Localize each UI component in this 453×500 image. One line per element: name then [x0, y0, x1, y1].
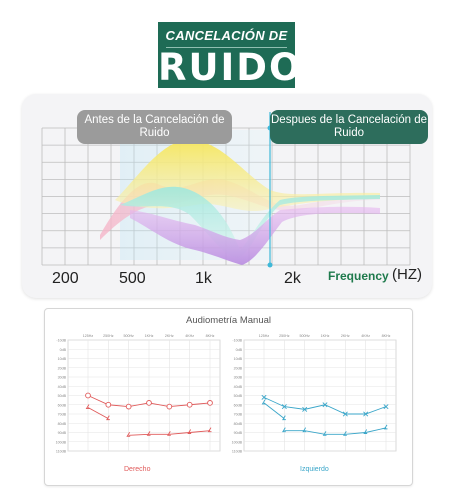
audiogram-point-bracket	[343, 431, 347, 436]
title-main: RUIDO	[158, 46, 303, 89]
db-tick-label: 0dB	[236, 348, 243, 352]
freq-tick-label: 125Hz	[83, 334, 94, 338]
freq-tick-1k: 1k	[195, 270, 212, 287]
audiometry-title: Audiometría Manual	[185, 315, 272, 326]
db-tick-label: 30dB	[58, 376, 67, 380]
audiogram-point-cross	[322, 402, 328, 408]
freq-tick-label: 8KHz	[206, 334, 215, 338]
freq-tick-label: 1KHz	[321, 334, 330, 338]
title-subtitle: CANCELACIÓN DE	[165, 28, 288, 43]
db-tick-label: 90dB	[234, 431, 243, 435]
db-tick-label: 0dB	[60, 348, 67, 352]
audiogram-series-line	[284, 427, 387, 435]
audiogram-point-circle	[146, 400, 152, 406]
audiogram-point-cross	[261, 394, 267, 400]
right-ear-label: Derecho	[124, 466, 151, 473]
audiogram-point-bracket	[207, 427, 212, 433]
db-tick-label: 40dB	[58, 385, 67, 389]
audiogram-point-bracket	[261, 399, 266, 405]
freq-tick-label: 2KHz	[165, 334, 174, 338]
db-tick-label: 70dB	[58, 413, 67, 417]
db-tick-label: 40dB	[234, 385, 243, 389]
audiogram-point-bracket	[282, 415, 286, 421]
freq-tick-label: 250Hz	[279, 334, 290, 338]
freq-axis-unit: (HZ)	[392, 266, 422, 283]
freq-tick-200: 200	[52, 270, 79, 287]
freq-tick-2k: 2k	[284, 270, 301, 287]
audiogram-point-circle	[85, 392, 91, 399]
audiogram-point-circle	[186, 401, 193, 408]
audiogram-point-cross	[342, 411, 348, 417]
db-tick-label: 110dB	[56, 450, 67, 454]
freq-tick-label: 4KHz	[185, 334, 194, 338]
db-tick-label: 60dB	[234, 403, 243, 407]
freq-tick-label: 2KHz	[341, 334, 350, 338]
audiogram-point-bracket	[363, 429, 368, 434]
title-divider	[166, 47, 287, 48]
db-tick-label: 90dB	[58, 431, 67, 435]
freq-tick-label: 1KHz	[145, 334, 154, 338]
audiogram-point-circle	[207, 400, 213, 406]
db-tick-label: 10dB	[58, 357, 67, 361]
audiogram-point-cross	[383, 404, 389, 410]
after-label: Despues de la Cancelación de Ruido	[270, 110, 428, 144]
audiogram-series-line	[87, 407, 109, 420]
audiogram-point-bracket	[85, 404, 90, 409]
db-tick-label: 10dB	[234, 357, 243, 361]
db-tick-label: -10dB	[56, 339, 66, 343]
audiogram-point-cross	[281, 404, 287, 410]
freq-tick-500: 500	[119, 270, 146, 287]
before-label: Antes de la Cancelación de Ruido	[77, 110, 232, 144]
freq-tick-label: 500Hz	[123, 334, 134, 338]
db-tick-label: 80dB	[58, 422, 67, 426]
audiogram-point-circle	[125, 403, 132, 410]
audiogram-point-bracket	[187, 429, 192, 434]
audiogram-point-bracket	[146, 431, 151, 436]
db-tick-label: 50dB	[234, 394, 243, 398]
audiogram-point-cross	[302, 406, 308, 412]
db-tick-label: 60dB	[58, 403, 67, 407]
audiogram-point-bracket	[302, 427, 307, 433]
db-tick-label: 80dB	[234, 422, 243, 426]
freq-tick-label: 125Hz	[259, 334, 270, 338]
db-tick-label: -10dB	[232, 339, 242, 343]
audiogram-point-bracket	[383, 424, 388, 430]
freq-tick-label: 4KHz	[361, 334, 370, 338]
title-banner: CANCELACIÓN DE RUIDO	[158, 22, 303, 89]
audiogram-point-cross	[363, 411, 369, 417]
freq-tick-label: 8KHz	[382, 334, 391, 338]
eq-divider-bottom-dot	[267, 262, 273, 268]
audiogram-point-bracket	[126, 432, 131, 437]
audiogram-point-bracket	[106, 415, 110, 421]
left-ear-label: Izquierdo	[300, 466, 329, 473]
audiogram-series-line	[263, 402, 285, 419]
audiogram-point-bracket	[322, 431, 327, 436]
db-tick-label: 20dB	[234, 366, 243, 370]
eq-chart	[41, 112, 411, 268]
db-tick-label: 20dB	[58, 366, 67, 370]
db-tick-label: 100dB	[56, 440, 67, 444]
audiogram-series-line	[128, 430, 211, 436]
db-tick-label: 110dB	[232, 450, 243, 454]
audiogram-point-circle	[105, 401, 112, 408]
db-tick-label: 50dB	[58, 394, 67, 398]
audiogram-point-bracket	[282, 427, 286, 433]
freq-axis-title: Frequency	[328, 269, 389, 283]
eq-cyan-wave	[120, 186, 380, 258]
db-tick-label: 100dB	[232, 440, 243, 444]
audiogram-point-bracket	[167, 431, 171, 436]
freq-tick-label: 500Hz	[299, 334, 310, 338]
db-tick-label: 30dB	[234, 376, 243, 380]
freq-tick-label: 250Hz	[103, 334, 114, 338]
eq-purple-wave	[130, 206, 380, 265]
db-tick-label: 70dB	[234, 413, 243, 417]
audiogram-point-circle	[166, 403, 173, 410]
